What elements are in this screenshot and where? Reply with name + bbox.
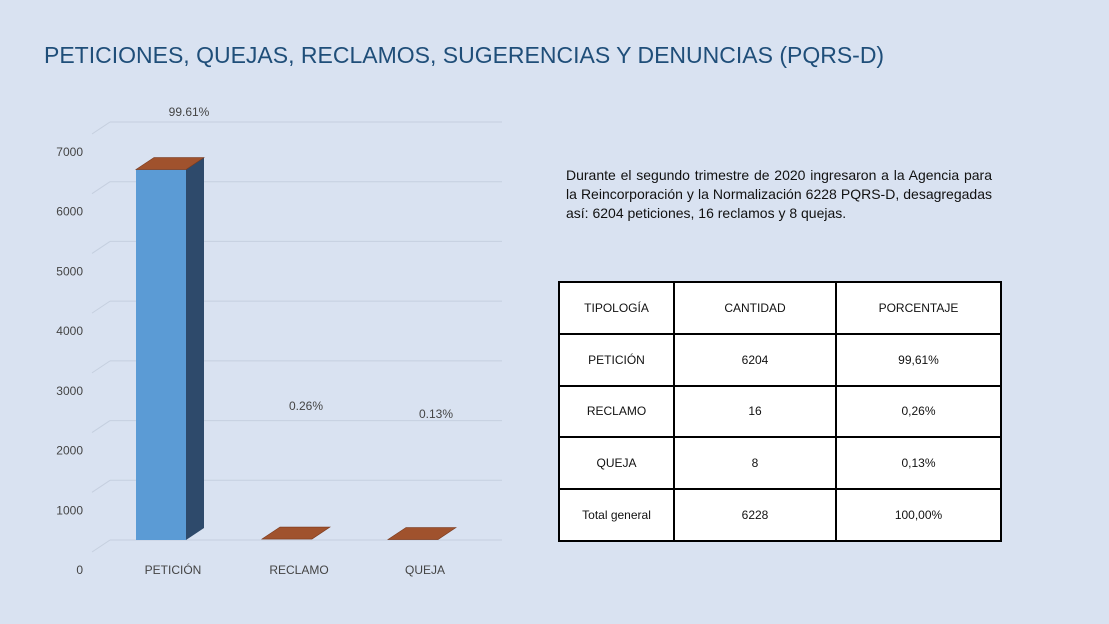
table-header-row: TIPOLOGÍA CANTIDAD PORCENTAJE — [558, 281, 1002, 335]
table-row: RECLAMO 16 0,26% — [558, 384, 1002, 439]
gridline-side — [91, 479, 111, 493]
cell-cantidad: 8 — [673, 436, 837, 491]
pqrs-table: TIPOLOGÍA CANTIDAD PORCENTAJE PETICIÓN 6… — [558, 281, 1002, 542]
cell-cantidad: 6204 — [673, 332, 837, 387]
gridline-side — [91, 181, 111, 195]
cell-tipologia: QUEJA — [558, 436, 675, 491]
y-tick-label: 5000 — [56, 264, 83, 278]
gridline-side — [91, 300, 111, 314]
cell-porcentaje: 99,61% — [835, 332, 1002, 387]
cell-tipologia: RECLAMO — [558, 384, 675, 439]
y-tick-label: 1000 — [56, 503, 83, 517]
bar-top — [387, 527, 457, 540]
bar-chart: 0 1000 2000 3000 4000 5000 6000 7000 PETICIÓN REC… — [56, 105, 502, 577]
bar-top — [135, 157, 205, 170]
bar-front — [136, 169, 186, 540]
gridline-side — [91, 539, 111, 553]
gridline-side — [91, 420, 111, 433]
bar-side — [186, 157, 204, 540]
header-tipologia: TIPOLOGÍA — [558, 281, 675, 335]
header-porcentaje: PORCENTAJE — [835, 281, 1002, 335]
data-label: 0.13% — [419, 407, 453, 421]
x-tick-label: PETICIÓN — [145, 562, 202, 577]
table-total-row: Total general 6228 100,00% — [558, 488, 1002, 542]
gridline-side — [91, 360, 111, 374]
header-cantidad: CANTIDAD — [673, 281, 837, 335]
x-tick-label: QUEJA — [405, 563, 445, 577]
table-row: PETICIÓN 6204 99,61% — [558, 332, 1002, 387]
cell-porcentaje: 100,00% — [835, 488, 1002, 542]
page-title: PETICIONES, QUEJAS, RECLAMOS, SUGERENCIA… — [44, 42, 885, 68]
y-tick-label: 7000 — [56, 145, 83, 159]
cell-porcentaje: 0,26% — [835, 384, 1002, 439]
cell-cantidad: 6228 — [673, 488, 837, 542]
data-label: 0.26% — [289, 399, 323, 413]
gridline-side — [91, 241, 111, 254]
cell-tipologia: PETICIÓN — [558, 332, 675, 387]
cell-tipologia: Total general — [558, 488, 675, 542]
cell-cantidad: 16 — [673, 384, 837, 439]
y-tick-label: 4000 — [56, 324, 83, 338]
x-tick-label: RECLAMO — [269, 563, 328, 577]
chart-description: Durante el segundo trimestre de 2020 ing… — [566, 167, 992, 221]
gridline-side — [91, 121, 111, 135]
data-label: 99.61% — [169, 105, 210, 119]
y-tick-label: 2000 — [56, 444, 83, 458]
bar-top — [261, 526, 331, 540]
y-tick-label: 6000 — [56, 205, 83, 219]
y-tick-label: 0 — [76, 563, 83, 577]
table-row: QUEJA 8 0,13% — [558, 436, 1002, 491]
y-tick-label: 3000 — [56, 384, 83, 398]
cell-porcentaje: 0,13% — [835, 436, 1002, 491]
